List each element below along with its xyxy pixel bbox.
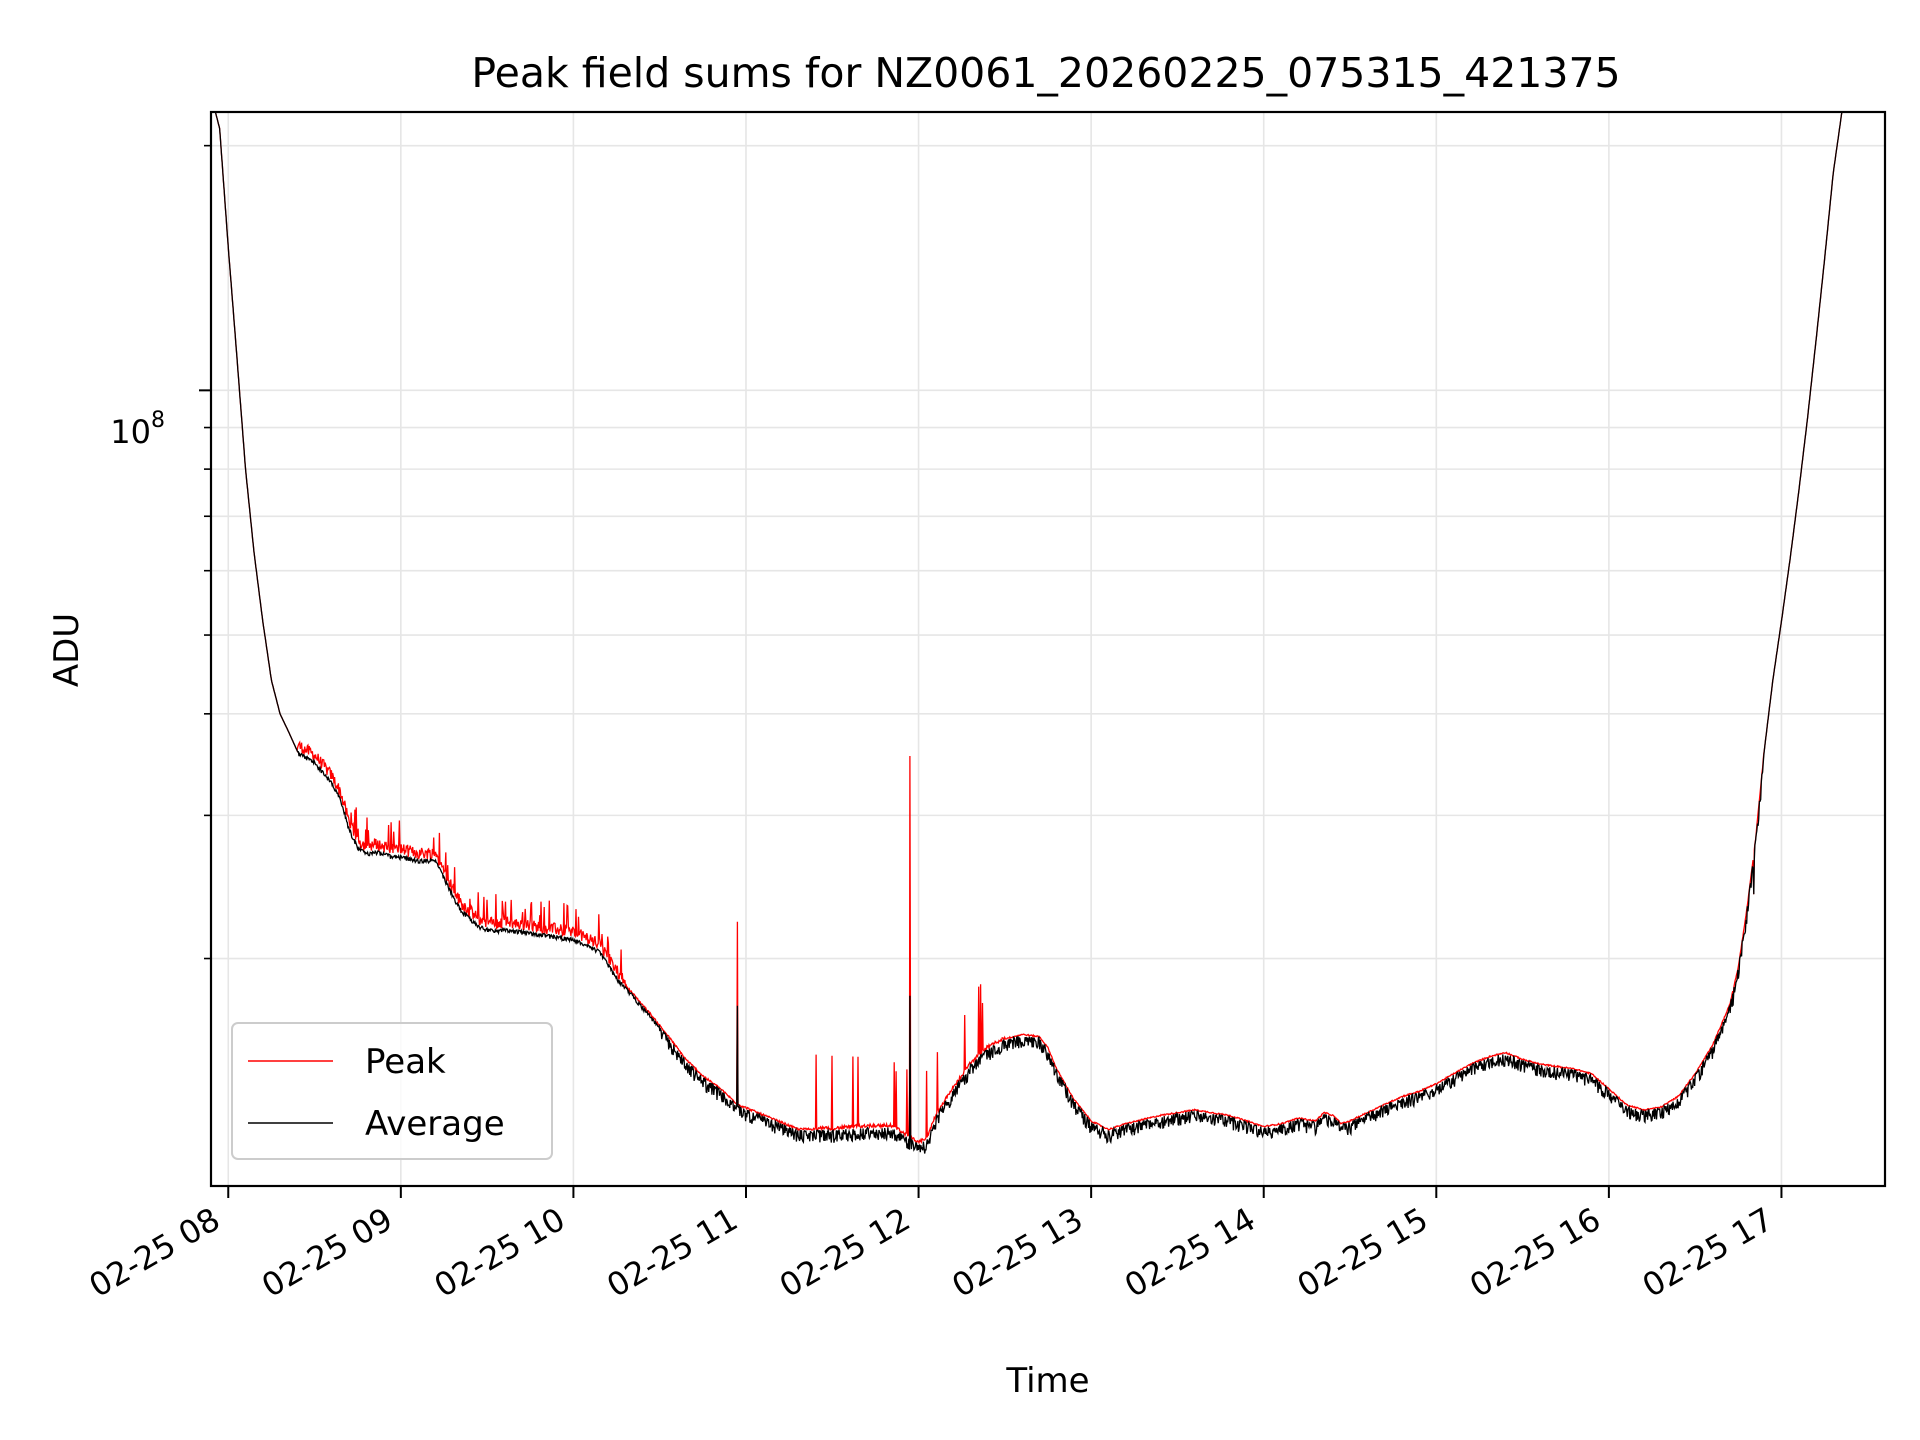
legend-average-label: Average: [365, 1104, 505, 1144]
series-peak-line: [214, 112, 1843, 1145]
y-tick-label-1e8: 108: [110, 408, 165, 451]
plot-frame: [209, 110, 1887, 1188]
series-average-line: [214, 112, 1843, 1154]
legend: Peak Average: [231, 1022, 553, 1160]
x-axis-label: Time: [1005, 1361, 1089, 1401]
legend-box: [231, 1022, 553, 1160]
grid: [211, 112, 1885, 1186]
y-tick-base: 10: [110, 413, 151, 451]
series-group: [214, 112, 1843, 1154]
y-tick-exponent: 8: [151, 408, 165, 433]
legend-peak-label: Peak: [365, 1042, 446, 1082]
data-layer: [214, 112, 1843, 1154]
chart-title: Peak field sums for NZ0061_20260225_0753…: [471, 49, 1620, 97]
y-axis-label: ADU: [47, 613, 87, 687]
